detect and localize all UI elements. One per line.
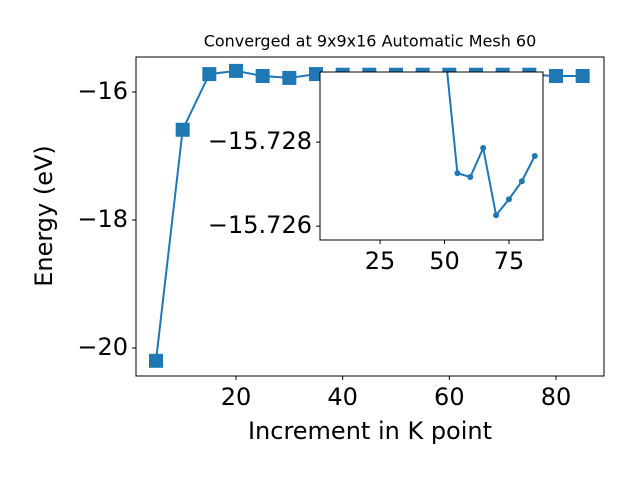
axes-frame <box>135 56 605 377</box>
chart-title: Converged at 9x9x16 Automatic Mesh 60 <box>204 32 537 51</box>
axes: 25 50 75 −15.728 −15.726 <box>208 71 544 275</box>
data-point <box>149 353 163 368</box>
data-point <box>282 70 297 85</box>
data-point <box>202 67 217 82</box>
x-tick-label: 25 <box>365 247 396 275</box>
data-point <box>549 69 563 84</box>
data-point <box>575 69 590 84</box>
y-tick-label: −15.726 <box>208 211 312 239</box>
x-tick-label: 75 <box>494 247 525 275</box>
plot-area <box>446 72 538 219</box>
data-point <box>531 153 538 159</box>
x-tick-label: 40 <box>327 383 358 411</box>
x-axis-label: Increment in K point <box>248 417 492 445</box>
y-tick-label: −16 <box>77 77 128 105</box>
axes-frame <box>319 71 544 241</box>
data-point <box>175 122 190 137</box>
data-point <box>467 174 474 180</box>
data-point <box>454 170 461 177</box>
data-point <box>505 196 512 203</box>
x-tick-label: 80 <box>541 383 572 411</box>
y-axis-label: Energy (eV) <box>30 145 58 287</box>
data-point <box>480 145 487 152</box>
data-point <box>255 69 270 84</box>
data-point <box>518 178 525 185</box>
y-tick-label: −20 <box>77 333 128 361</box>
axes-background <box>320 72 543 240</box>
y-tick-label: −15.728 <box>208 127 312 155</box>
data-point <box>493 212 500 219</box>
y-tick-label: −18 <box>77 205 128 233</box>
x-tick-label: 20 <box>221 383 252 411</box>
data-point <box>229 63 243 78</box>
x-tick-label: 60 <box>434 383 465 411</box>
x-tick-label: 50 <box>429 247 460 275</box>
